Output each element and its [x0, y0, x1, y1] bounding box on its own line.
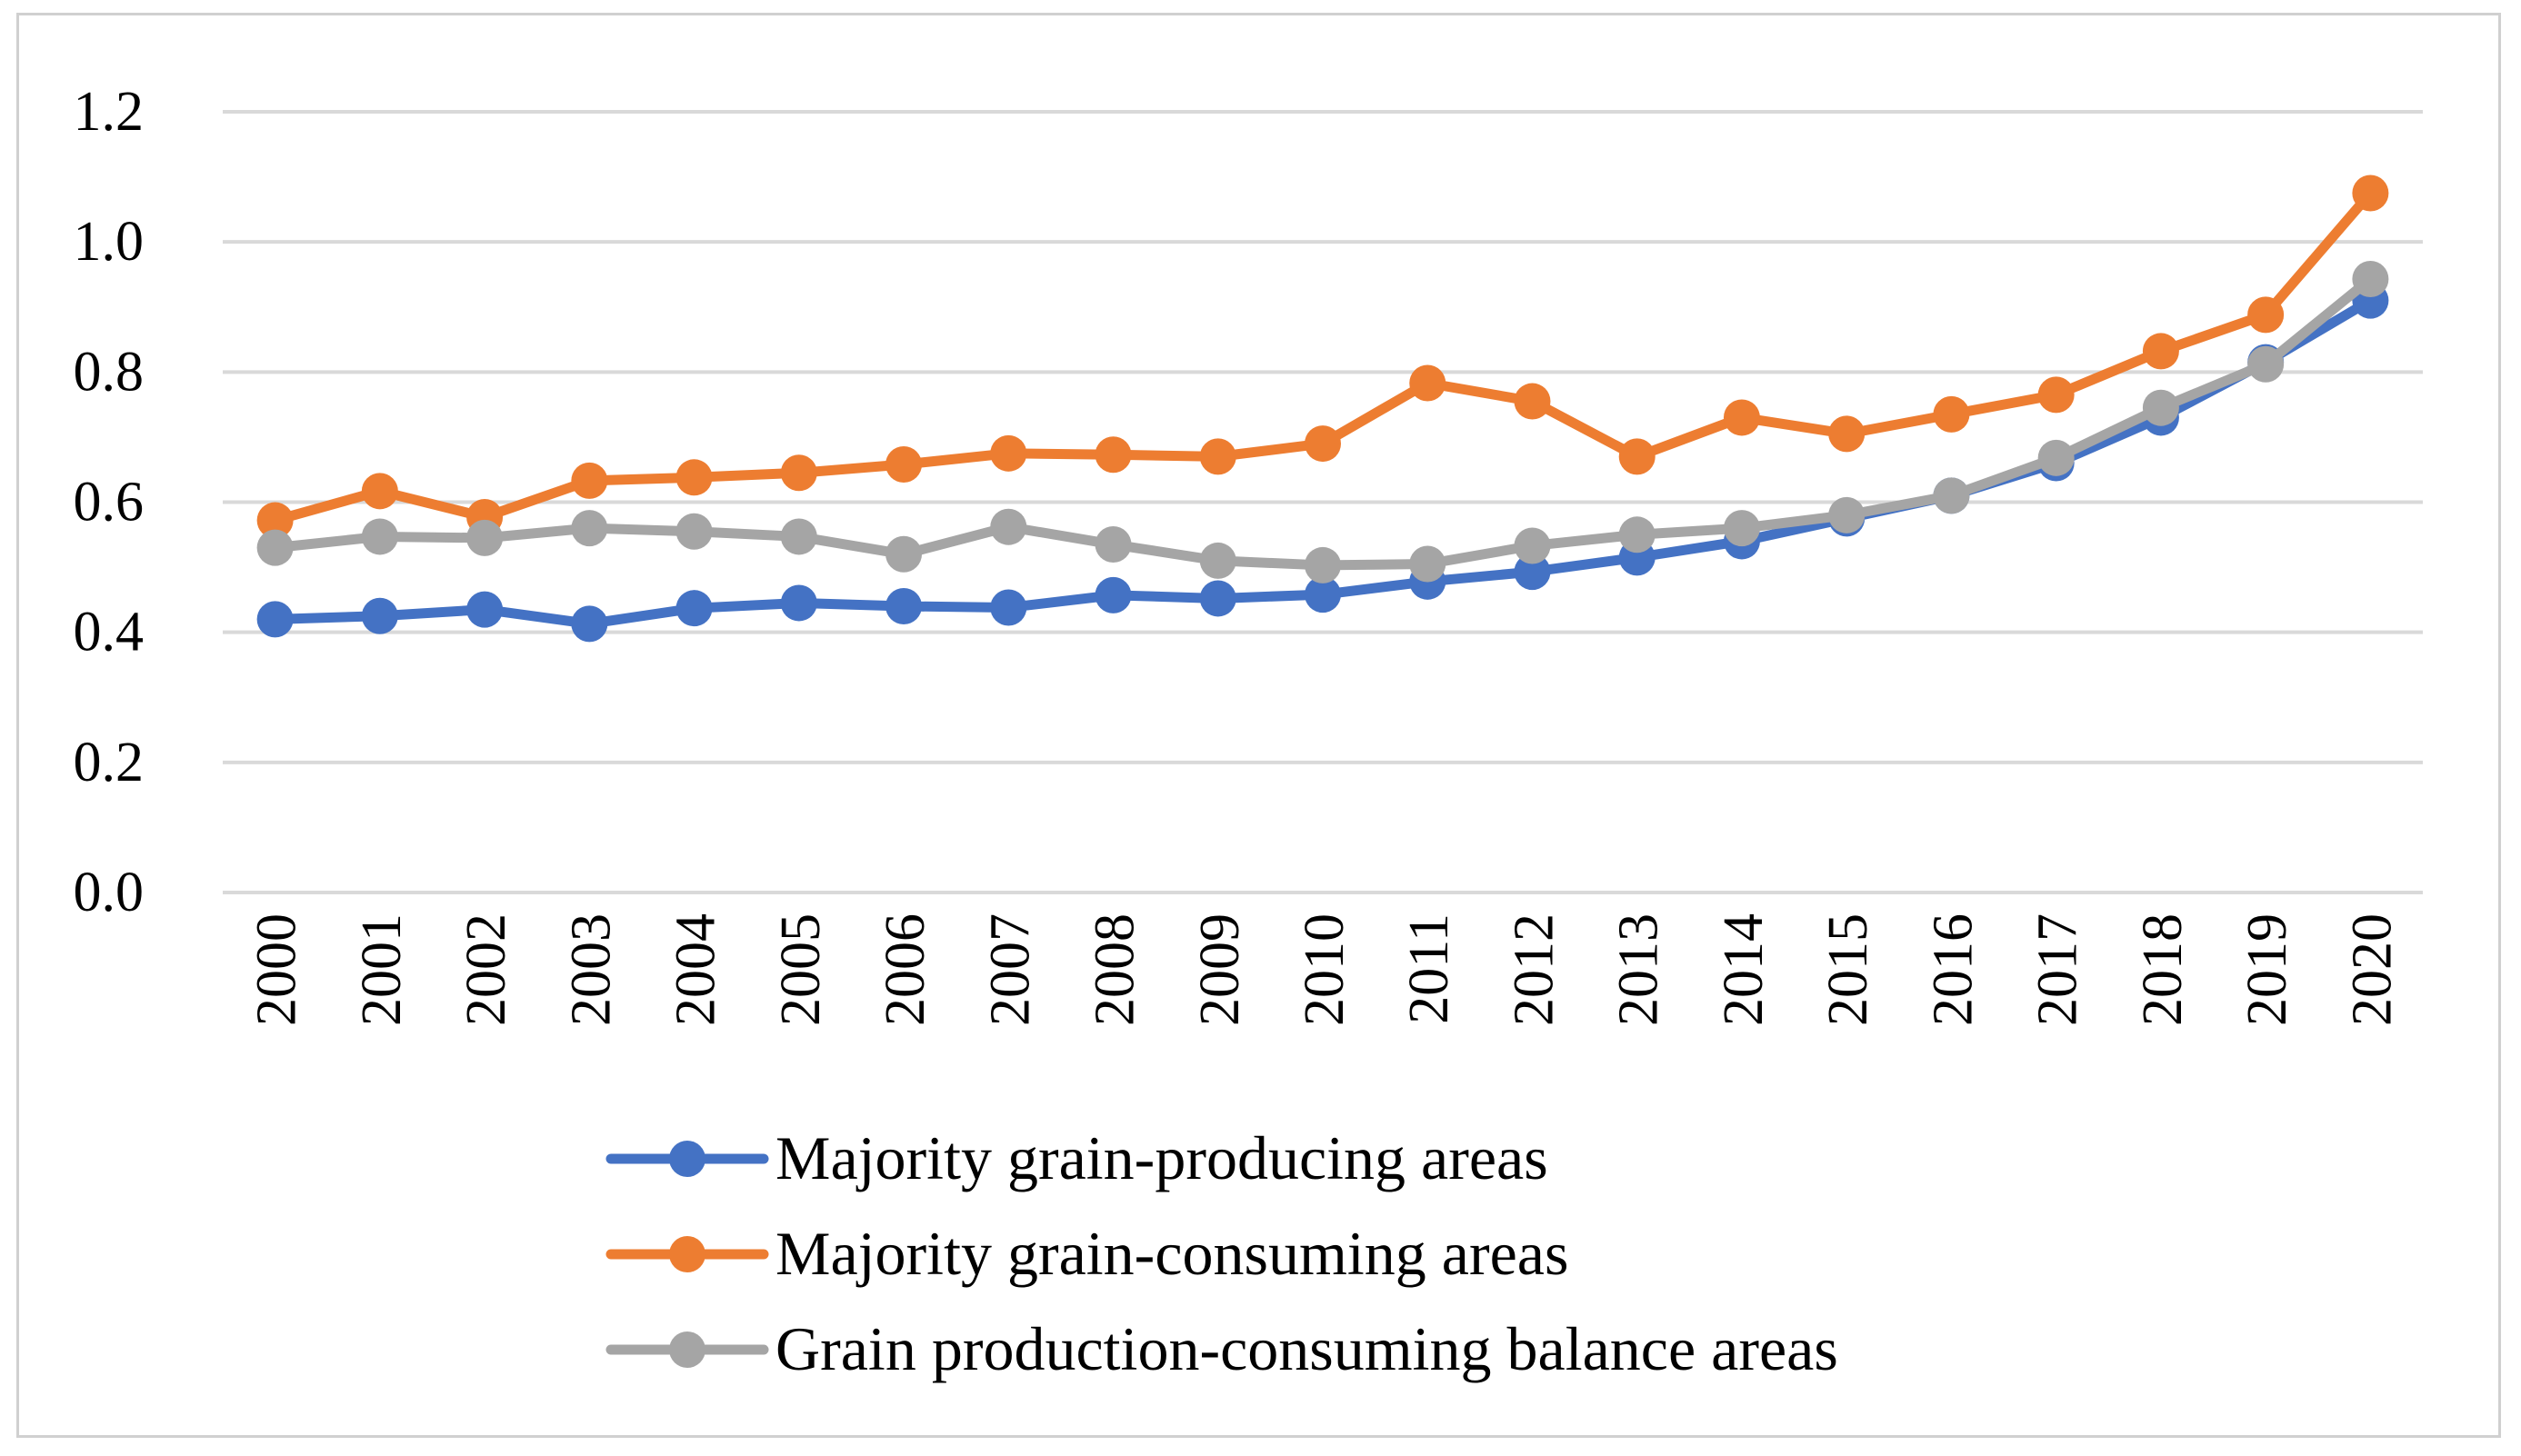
x-tick-label: 2018 — [2132, 913, 2194, 1026]
data-point — [361, 597, 398, 634]
data-point — [2352, 175, 2389, 212]
data-point — [256, 601, 294, 638]
data-point — [780, 518, 817, 555]
x-tick-label: 2012 — [1503, 913, 1565, 1026]
series-2 — [256, 260, 2389, 583]
data-point — [361, 518, 398, 555]
y-tick-label: 0.0 — [74, 862, 145, 923]
legend-marker — [669, 1331, 705, 1368]
data-point — [1095, 526, 1132, 563]
data-point — [2247, 296, 2285, 334]
data-point — [1828, 415, 1866, 453]
legend-marker — [669, 1141, 705, 1177]
gridlines — [223, 110, 2423, 894]
legend-item: Majority grain-producing areas — [605, 1123, 1548, 1192]
data-point — [361, 473, 398, 510]
data-point — [990, 434, 1027, 472]
x-tick-label: 2016 — [1922, 913, 1984, 1026]
data-point — [1723, 510, 1760, 547]
series-1 — [256, 175, 2389, 539]
data-point — [1514, 553, 1551, 591]
x-tick-label: 2005 — [770, 913, 832, 1026]
data-point — [780, 584, 817, 622]
y-tick-label: 1.2 — [74, 81, 145, 143]
data-point — [885, 588, 923, 625]
data-point — [1618, 438, 1656, 475]
x-tick-label: 2002 — [455, 913, 517, 1026]
data-point — [1409, 364, 1446, 402]
data-point — [885, 535, 923, 573]
data-point — [1723, 399, 1760, 436]
x-tick-label: 2020 — [2341, 913, 2403, 1026]
x-tick-label: 2017 — [2027, 913, 2089, 1026]
data-point — [1933, 477, 1970, 514]
data-point — [780, 454, 817, 492]
data-point — [571, 462, 608, 499]
data-point — [1618, 516, 1656, 553]
data-point — [466, 519, 504, 556]
data-point — [466, 591, 504, 628]
data-point — [1409, 545, 1446, 583]
data-point — [990, 589, 1027, 626]
data-point — [885, 445, 923, 483]
data-point — [2037, 439, 2075, 476]
x-axis-ticks: 2000 2001 2002 2003 2004 2005 2006 2007 2008 2009… — [246, 913, 2404, 1026]
x-tick-label: 2010 — [1294, 913, 1356, 1026]
data-point — [256, 529, 294, 566]
data-point — [1305, 546, 1341, 583]
y-tick-label: 0.2 — [74, 732, 145, 793]
data-point — [2142, 389, 2179, 426]
data-point — [1095, 436, 1132, 474]
x-tick-label: 2000 — [246, 913, 308, 1026]
y-tick-label: 0.6 — [74, 472, 145, 534]
x-tick-label: 2011 — [1398, 913, 1460, 1024]
x-tick-label: 2015 — [1817, 913, 1879, 1026]
x-tick-label: 2004 — [665, 913, 727, 1026]
chart-frame — [16, 13, 2501, 1438]
x-tick-label: 2009 — [1189, 913, 1251, 1026]
data-point — [256, 502, 294, 539]
y-tick-label: 0.8 — [74, 341, 145, 403]
data-point — [2247, 345, 2285, 383]
x-tick-label: 2014 — [1713, 913, 1775, 1026]
data-point — [1095, 576, 1132, 613]
x-tick-label: 2007 — [979, 913, 1041, 1026]
data-point — [1199, 542, 1236, 579]
x-tick-label: 2013 — [1608, 913, 1670, 1026]
data-point — [1514, 383, 1551, 420]
legend: Majority grain-producing areas Majority g… — [605, 1123, 1838, 1383]
data-point — [1305, 425, 1341, 463]
data-point — [675, 590, 713, 627]
x-tick-label: 2006 — [875, 913, 936, 1026]
data-point — [1199, 580, 1236, 617]
x-tick-label: 2019 — [2236, 913, 2298, 1026]
legend-label: Grain production-consuming balance areas — [775, 1314, 1838, 1383]
data-point — [571, 510, 608, 547]
y-tick-label: 0.4 — [74, 602, 145, 663]
y-axis-ticks: 0.0 0.2 0.4 0.6 0.8 1.0 1.2 — [74, 81, 145, 923]
legend-label: Majority grain-producing areas — [775, 1123, 1548, 1192]
data-point — [675, 459, 713, 496]
data-point — [675, 513, 713, 550]
data-point — [1514, 527, 1551, 564]
data-point — [2037, 376, 2075, 414]
legend-item: Majority grain-consuming areas — [605, 1219, 1568, 1288]
data-point — [2352, 260, 2389, 297]
data-point — [2142, 333, 2179, 370]
x-tick-label: 2003 — [560, 913, 622, 1026]
x-tick-label: 2008 — [1085, 913, 1146, 1026]
legend-label: Majority grain-consuming areas — [775, 1219, 1568, 1288]
data-point — [571, 605, 608, 643]
x-tick-label: 2001 — [351, 913, 413, 1026]
data-point — [1199, 438, 1236, 475]
data-point — [1933, 395, 1970, 433]
y-tick-label: 1.0 — [74, 211, 145, 273]
legend-marker — [669, 1236, 705, 1272]
data-point — [1305, 576, 1341, 613]
data-point — [990, 508, 1027, 545]
series-layer — [256, 175, 2389, 643]
data-point — [1828, 496, 1866, 534]
legend-item: Grain production-consuming balance areas — [605, 1314, 1838, 1383]
